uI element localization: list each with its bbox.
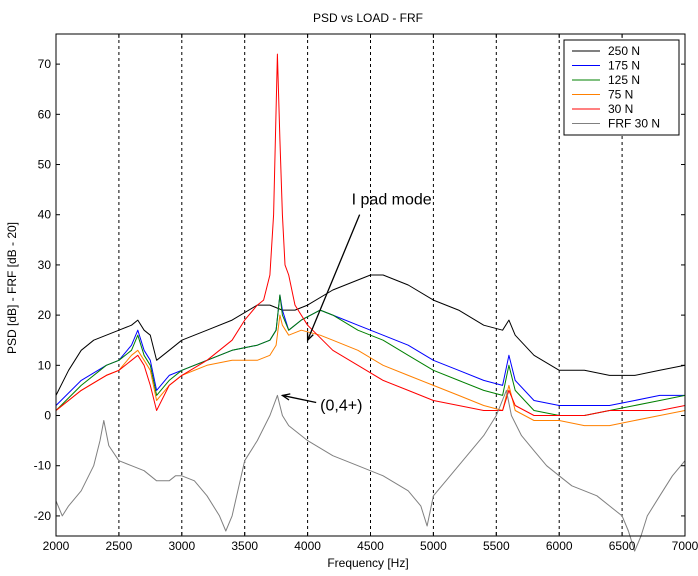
x-tick-label: 2500 <box>106 539 133 553</box>
grid-lines <box>119 34 622 536</box>
x-axis-label: Frequency [Hz] <box>327 556 408 570</box>
legend-label: FRF 30 N <box>608 117 660 131</box>
annotation-label-0: I pad mode <box>352 192 432 209</box>
y-tick-label: 10 <box>38 358 52 372</box>
y-tick-label: 50 <box>38 158 52 172</box>
y-tick-label: 60 <box>38 107 52 121</box>
y-tick-label: -10 <box>34 459 52 473</box>
legend-label: 30 N <box>608 102 633 116</box>
y-tick-label: 20 <box>38 308 52 322</box>
x-tick-label: 3000 <box>168 539 195 553</box>
legend-label: 250 N <box>608 44 640 58</box>
x-tick-label: 6500 <box>609 539 636 553</box>
y-tick-label: -20 <box>34 509 52 523</box>
x-tick-label: 6000 <box>546 539 573 553</box>
legend-label: 175 N <box>608 59 640 73</box>
annotation-arrow-0 <box>308 215 360 341</box>
x-tick-label: 2000 <box>43 539 70 553</box>
annotation-label-1: (0,4+) <box>320 398 362 415</box>
y-tick-label: 40 <box>38 208 52 222</box>
x-tick-label: 7000 <box>672 539 698 553</box>
y-tick-label: 0 <box>44 409 51 423</box>
x-tick-label: 4500 <box>357 539 384 553</box>
chart-title: PSD vs LOAD - FRF <box>313 11 423 25</box>
legend-label: 125 N <box>608 73 640 87</box>
x-tick-label: 3500 <box>231 539 258 553</box>
x-tick-label: 5000 <box>420 539 447 553</box>
series-line-2 <box>56 295 685 416</box>
y-axis-label: PSD [dB] - FRF [dB - 20] <box>5 222 19 354</box>
annotations: I pad mode (0,4+) <box>282 192 431 415</box>
y-tick-label: 30 <box>38 258 52 272</box>
x-tick-label: 5500 <box>483 539 510 553</box>
y-tick-label: 70 <box>38 57 52 71</box>
x-tick-label: 4000 <box>294 539 321 553</box>
legend-label: 75 N <box>608 88 633 102</box>
